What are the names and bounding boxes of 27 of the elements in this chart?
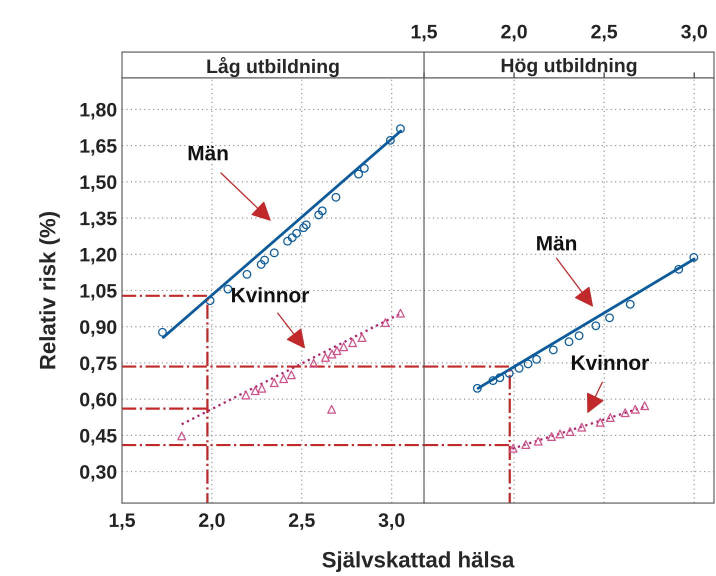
x-tick-label: 2,0 xyxy=(501,24,527,42)
x-tick-label: 3,0 xyxy=(681,24,707,42)
y-tick-label: 0,75 xyxy=(80,356,117,374)
y-tick-label: 1,65 xyxy=(80,139,117,156)
annotation: Kvinnor xyxy=(572,354,649,370)
y-tick-label: 0,45 xyxy=(80,428,117,446)
y-tick-label: 0,30 xyxy=(80,465,116,482)
y-tick-label: 0,90 xyxy=(80,320,116,337)
annotation: Män xyxy=(188,146,228,161)
y-tick-label: 1,80 xyxy=(80,102,116,120)
y-tick-label: 1,35 xyxy=(80,212,117,228)
x-tick-label: 2,5 xyxy=(591,24,618,42)
chart-title: Hög utbildning xyxy=(502,58,636,76)
x-tick-label: 2,0 xyxy=(199,513,225,530)
y-tick-label: 1,05 xyxy=(80,284,117,301)
annotation: Män xyxy=(537,236,576,251)
x-tick-label: 1,5 xyxy=(110,513,135,530)
chart-title: Låg utbildning xyxy=(207,57,339,78)
annotation: Kvinnor xyxy=(232,287,310,302)
y-tick-label: 0,60 xyxy=(80,392,116,410)
x-tick-label: 1,5 xyxy=(412,24,437,42)
y-tick-label: 1,50 xyxy=(80,175,116,192)
x-tick-label: 3,0 xyxy=(378,513,404,530)
x-axis-title: Självskattad hälsa xyxy=(322,551,514,572)
x-tick-label: 2,5 xyxy=(288,513,315,530)
y-tick-label: 1,20 xyxy=(80,248,116,264)
y-axis-title: Relativ risk (%) xyxy=(39,212,60,369)
